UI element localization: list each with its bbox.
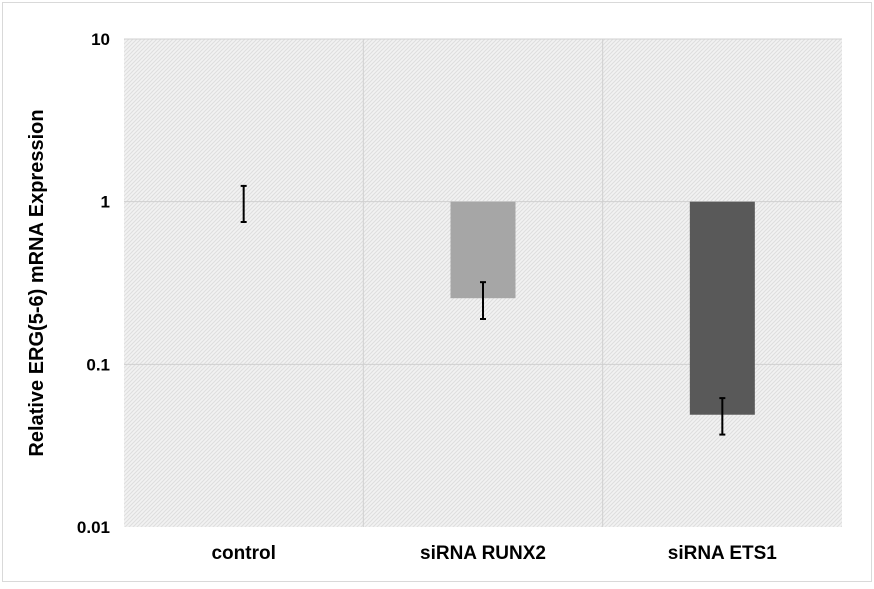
x-tick-label: siRNA ETS1 [668, 543, 778, 564]
x-tick-label: control [211, 543, 275, 564]
y-axis-label: Relative ERG(5-6) mRNA Expression [26, 109, 48, 456]
x-tick-label: siRNA RUNX2 [420, 543, 546, 564]
y-tick-label: 1 [101, 193, 110, 212]
y-tick-label: 0.1 [86, 355, 110, 374]
bar-sirna-ets1 [690, 202, 755, 415]
y-tick-label: 0.01 [77, 518, 110, 537]
y-tick-label: 10 [91, 30, 110, 49]
